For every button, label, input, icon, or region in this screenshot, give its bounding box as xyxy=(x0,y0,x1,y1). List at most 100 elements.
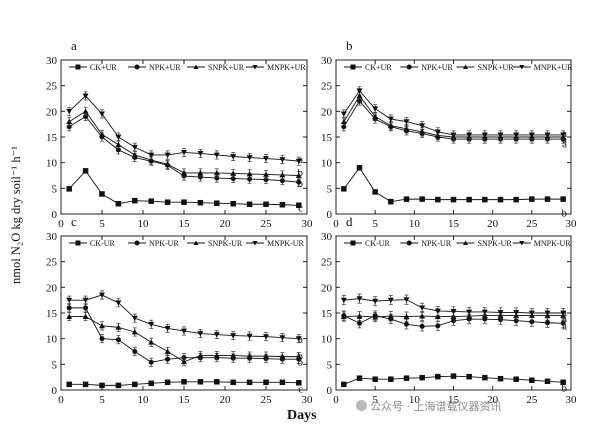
x-tick-label: 5 xyxy=(372,394,378,406)
data-point xyxy=(279,157,286,163)
data-point xyxy=(246,353,253,359)
data-point xyxy=(356,88,363,94)
significance-label: a xyxy=(298,154,303,166)
data-point xyxy=(246,155,253,161)
data-point xyxy=(482,374,488,381)
data-point xyxy=(66,108,73,115)
data-point xyxy=(181,328,187,334)
data-point xyxy=(544,132,551,138)
data-point xyxy=(82,381,89,388)
y-tick-label: 15 xyxy=(46,308,58,320)
data-point xyxy=(213,152,220,158)
data-point xyxy=(560,320,566,326)
data-point xyxy=(497,375,504,382)
data-point xyxy=(148,380,154,387)
x-tick-label: 0 xyxy=(58,394,64,406)
significance-label: b xyxy=(298,178,304,190)
legend-marker xyxy=(463,240,468,245)
data-point xyxy=(497,132,504,138)
legend-marker xyxy=(350,64,356,70)
data-point xyxy=(131,151,138,158)
data-point xyxy=(419,128,426,135)
series-MNPK-UR xyxy=(340,293,567,318)
y-tick-label: 10 xyxy=(46,334,58,346)
data-point xyxy=(115,337,121,343)
data-point xyxy=(372,376,378,382)
data-point xyxy=(295,336,302,342)
data-point xyxy=(450,309,457,315)
plot-frame xyxy=(60,235,308,391)
data-point xyxy=(372,314,379,320)
legend-label: SNPK-UR xyxy=(208,239,243,248)
data-point xyxy=(99,111,105,117)
legend-marker xyxy=(350,240,356,246)
data-point xyxy=(213,169,220,176)
data-point xyxy=(164,379,171,386)
x-tick-label: 10 xyxy=(138,394,150,406)
significance-label: b xyxy=(298,167,304,179)
y-tick-label: 0 xyxy=(52,209,58,221)
legend-label: NPK-UR xyxy=(421,239,451,248)
series-CK-UR xyxy=(66,379,302,389)
data-point xyxy=(356,313,363,319)
data-point xyxy=(450,196,457,203)
data-point xyxy=(528,310,535,316)
y-tick-label: 5 xyxy=(327,359,333,371)
data-point xyxy=(214,379,220,385)
data-point xyxy=(296,380,302,386)
data-point xyxy=(295,353,302,360)
data-point xyxy=(197,352,204,359)
data-point xyxy=(403,297,410,303)
data-point xyxy=(99,336,105,342)
series-SNPK+UR xyxy=(66,106,302,180)
y-tick-label: 0 xyxy=(327,209,333,221)
y-tick-label: 25 xyxy=(46,81,58,93)
data-point xyxy=(435,323,441,329)
data-point xyxy=(279,379,286,386)
x-tick-label: 5 xyxy=(372,218,378,230)
series-line xyxy=(68,110,299,176)
data-point xyxy=(263,171,269,177)
x-axis-label: Days xyxy=(287,408,317,423)
data-point xyxy=(419,305,426,311)
data-point xyxy=(295,172,302,178)
y-tick-label: 20 xyxy=(46,282,58,294)
watermark: 公众号 · 上海谱载仪器资讯 xyxy=(356,398,502,414)
data-point xyxy=(213,332,220,338)
data-point xyxy=(279,335,286,341)
data-point xyxy=(164,152,171,158)
data-point xyxy=(230,200,236,207)
data-point xyxy=(132,349,138,354)
x-tick-label: 25 xyxy=(526,218,538,230)
data-point xyxy=(197,151,204,157)
data-point xyxy=(115,300,122,306)
data-point xyxy=(279,171,286,178)
data-point xyxy=(230,170,237,176)
data-point xyxy=(246,201,253,207)
data-point xyxy=(66,313,73,319)
data-point xyxy=(197,199,204,206)
y-tick-label: 10 xyxy=(321,334,333,346)
significance-label: b xyxy=(298,351,304,363)
series-SNPK-UR xyxy=(66,312,302,367)
data-point xyxy=(403,313,410,319)
legend-label: NPK+UR xyxy=(421,63,453,72)
data-point xyxy=(372,106,379,112)
data-point xyxy=(357,320,362,326)
data-point xyxy=(513,310,520,316)
data-point xyxy=(403,196,410,202)
data-point xyxy=(246,333,253,340)
series-MNPK+UR xyxy=(66,91,302,166)
x-tick-label: 10 xyxy=(138,218,150,230)
data-point xyxy=(497,310,504,316)
x-tick-label: 20 xyxy=(220,394,232,406)
significance-label: b xyxy=(562,207,568,219)
y-tick-label: 10 xyxy=(46,158,58,170)
y-tick-label: 30 xyxy=(321,231,333,243)
legend-marker xyxy=(406,64,412,70)
panel-label: b xyxy=(346,38,353,53)
y-tick-label: 25 xyxy=(321,81,333,93)
data-point xyxy=(66,118,73,124)
legend-marker xyxy=(193,64,199,69)
